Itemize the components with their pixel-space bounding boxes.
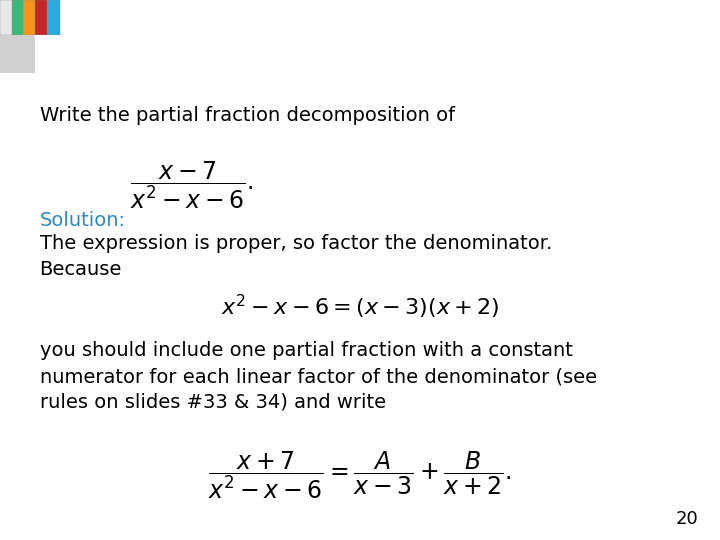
Bar xyxy=(0,0,13,35)
Text: Example 6 – Partial Fraction Decomposition: Distinct Linear Factors: Example 6 – Partial Fraction Decompositi… xyxy=(40,45,719,63)
Text: The expression is proper, so factor the denominator.: The expression is proper, so factor the … xyxy=(40,234,552,253)
Bar xyxy=(35,0,48,35)
Text: rules on slides #33 & 34) and write: rules on slides #33 & 34) and write xyxy=(40,393,386,412)
Bar xyxy=(12,0,24,35)
Text: $x^2 - x - 6 = (x-3)(x+2)$: $x^2 - x - 6 = (x-3)(x+2)$ xyxy=(221,293,499,321)
Text: $\dfrac{x-7}{x^2-x-6}$.: $\dfrac{x-7}{x^2-x-6}$. xyxy=(130,159,253,211)
Text: numerator for each linear factor of the denominator (see: numerator for each linear factor of the … xyxy=(40,367,597,386)
Bar xyxy=(47,0,60,35)
Text: 20: 20 xyxy=(675,510,698,528)
Bar xyxy=(23,0,36,35)
Text: $\dfrac{x+7}{x^2-x-6} = \dfrac{A}{x-3} + \dfrac{B}{x+2}$.: $\dfrac{x+7}{x^2-x-6} = \dfrac{A}{x-3} +… xyxy=(208,449,512,501)
Bar xyxy=(0,35,35,73)
Text: Because: Because xyxy=(40,260,122,279)
Text: Solution:: Solution: xyxy=(40,211,125,229)
Text: you should include one partial fraction with a constant: you should include one partial fraction … xyxy=(40,341,572,361)
Text: Write the partial fraction decomposition of: Write the partial fraction decomposition… xyxy=(40,106,455,125)
